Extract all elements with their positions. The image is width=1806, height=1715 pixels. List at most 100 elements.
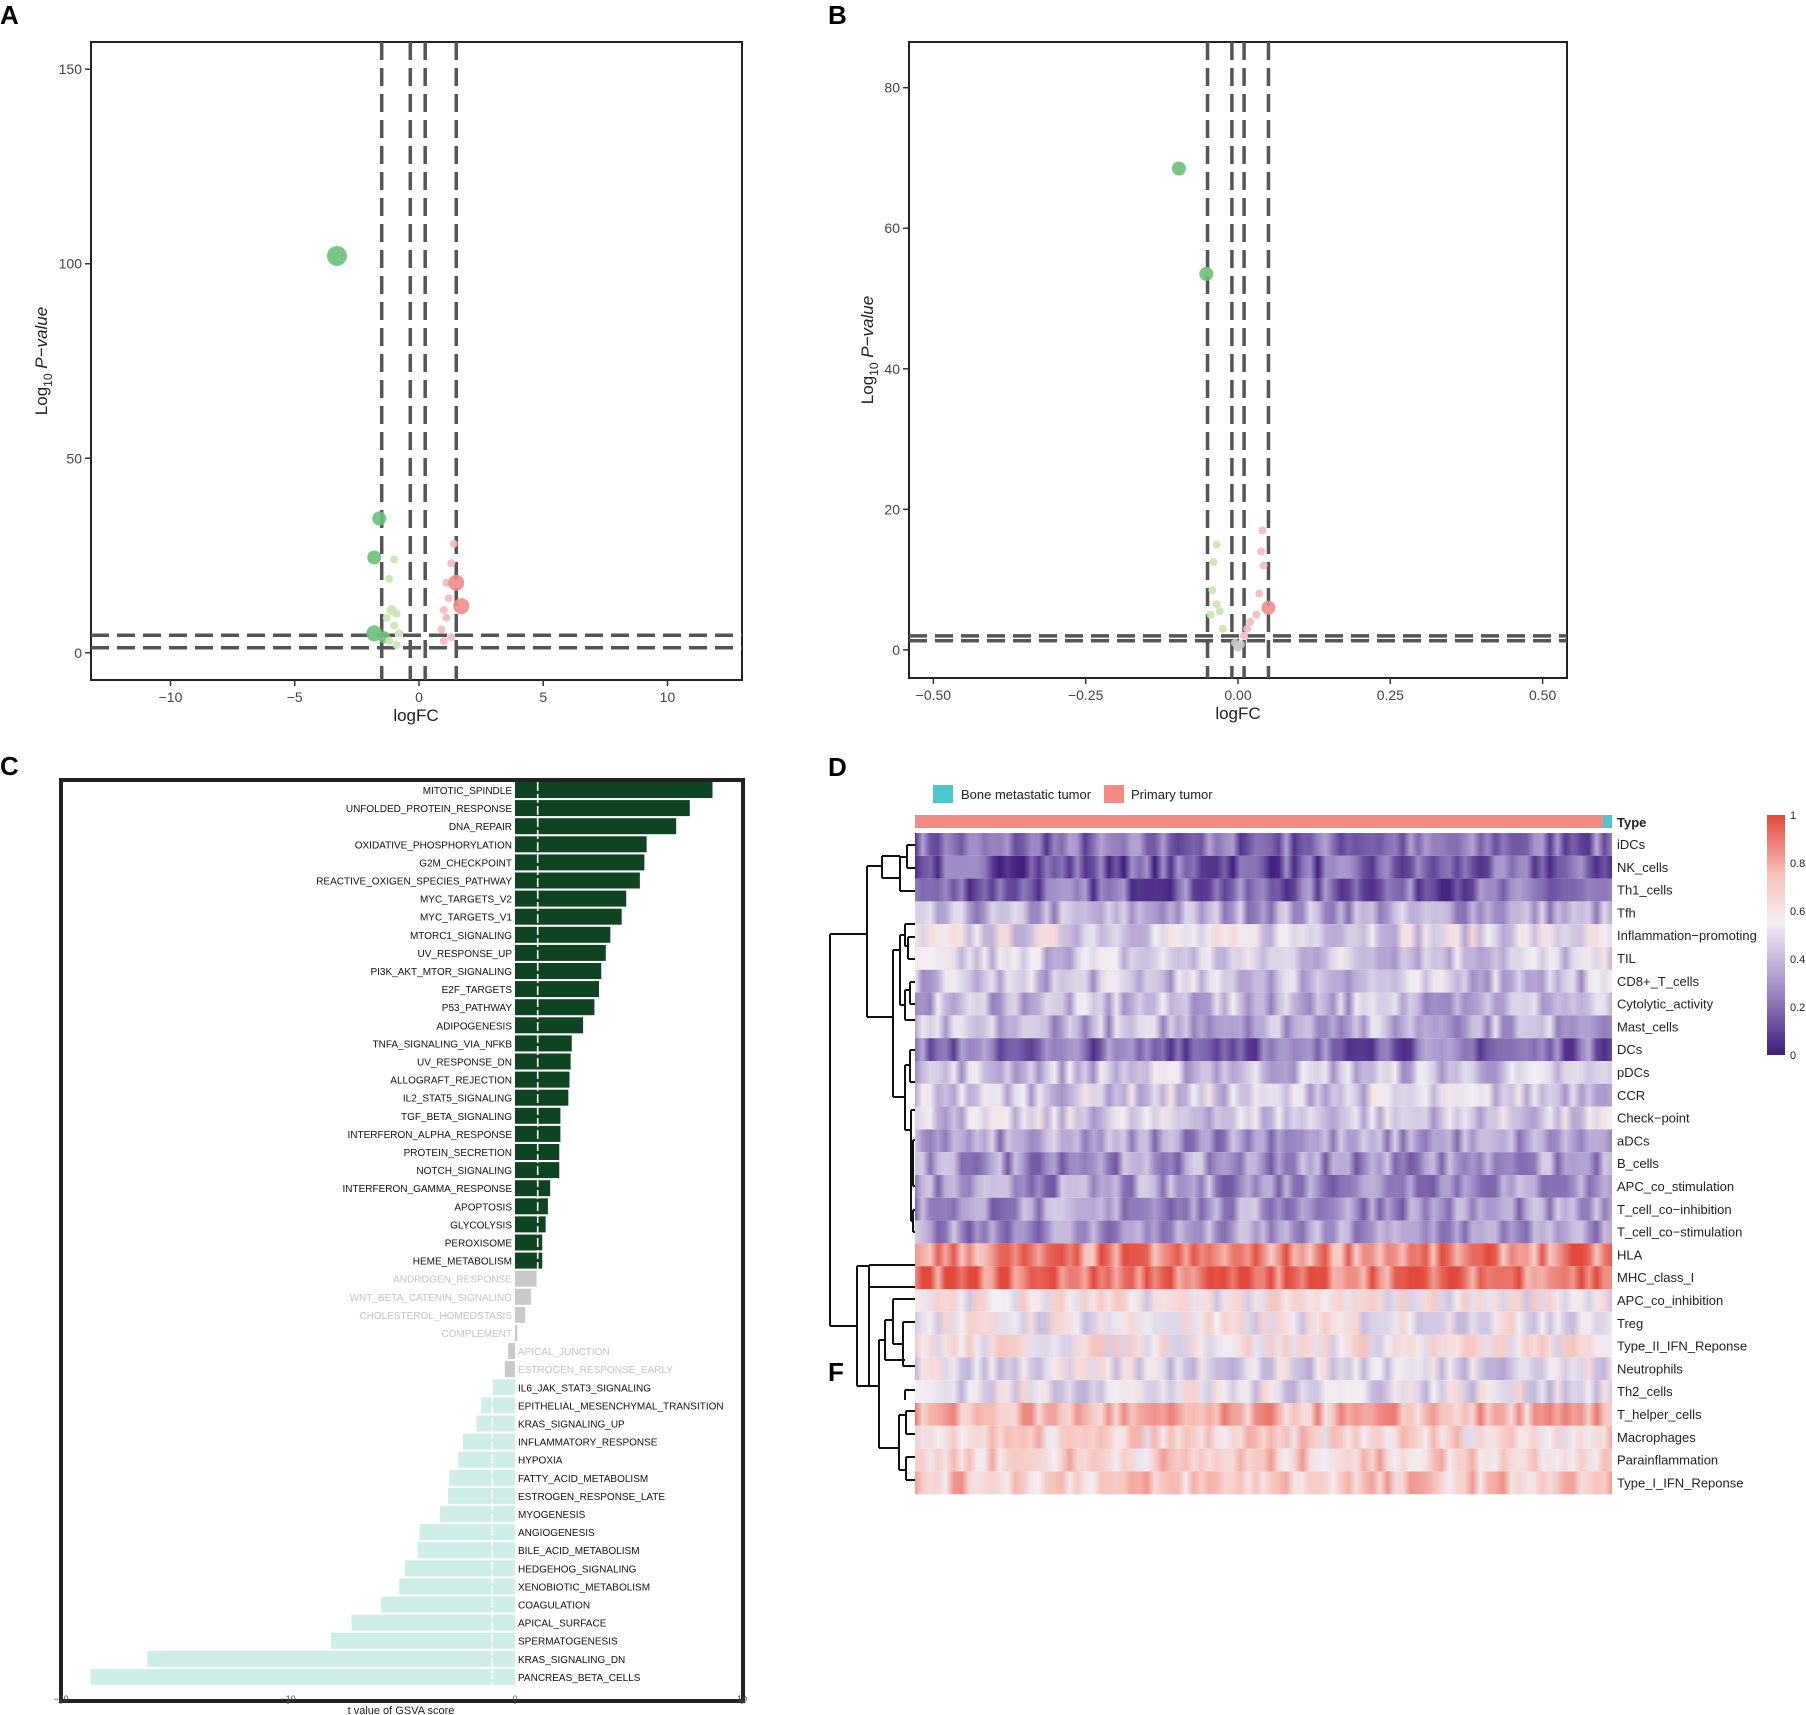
dendrogram-cluster-bottom-a	[868, 1264, 915, 1387]
bar-label: E2F_TARGETS	[442, 985, 513, 996]
scatter-point	[1240, 631, 1249, 640]
bar-label: MTORC1_SIGNALING	[410, 931, 512, 942]
heatmap-row	[915, 1266, 1612, 1289]
panel-label-f: F	[828, 1357, 844, 1387]
heatmap-row	[915, 1425, 1612, 1449]
bar-label: UV_RESPONSE_UP	[418, 949, 513, 960]
heatmap-row-label: pDCs	[1617, 1065, 1650, 1080]
heatmap-row	[915, 1448, 1612, 1472]
heatmap-row-label: T_cell_co−stimulation	[1617, 1225, 1742, 1240]
bar	[515, 1144, 560, 1160]
bar-label: COMPLEMENT	[441, 1329, 512, 1340]
scatter-point	[385, 574, 394, 583]
panel-label-c: C	[0, 751, 19, 781]
bar-label: MYOGENESIS	[518, 1510, 586, 1521]
heatmap-row	[915, 878, 1612, 902]
bar	[404, 1560, 515, 1577]
y-tick-label: 100	[59, 256, 83, 272]
colorbar-tick-label: 1	[1790, 810, 1796, 822]
bar-label: ADIPOGENESIS	[436, 1021, 512, 1032]
bar	[440, 1506, 515, 1522]
bar-label: APICAL_SURFACE	[518, 1619, 607, 1630]
scatter-point	[390, 555, 399, 564]
bar	[492, 1379, 515, 1396]
heatmap-row	[915, 1311, 1612, 1335]
bar	[515, 1035, 572, 1052]
type-annotation-bar-bone	[1603, 815, 1612, 828]
x-axis-label-b: logFC	[1215, 704, 1260, 723]
scatter-point	[1208, 586, 1217, 595]
heatmap-row-label: iDCs	[1617, 837, 1646, 852]
y-tick-label: 80	[884, 80, 900, 96]
colorbar-tick-label: 0.6	[1790, 906, 1805, 918]
x-tick-label: 10	[660, 689, 676, 705]
plot-frame-c	[59, 778, 745, 1703]
bar	[462, 1433, 515, 1450]
x-tick-label: 5	[539, 689, 547, 705]
bar	[449, 1469, 515, 1486]
scatter-point	[442, 613, 451, 622]
heatmap-row	[915, 924, 1612, 947]
y-tick-label: 0	[74, 645, 82, 661]
heatmap-row	[915, 1334, 1612, 1358]
bar	[90, 1668, 515, 1685]
heatmap-row-label: aDCs	[1617, 1133, 1650, 1148]
x-tick-label: −0.50	[916, 687, 952, 703]
bar-label: MITOTIC_SPINDLE	[423, 786, 513, 797]
scatter-point	[1206, 610, 1215, 619]
bar-label: WNT_BETA_CATENIN_SIGNALING	[350, 1293, 513, 1304]
scatter-point	[326, 245, 347, 266]
bar-label: KRAS_SIGNALING_DN	[518, 1655, 625, 1666]
bar-label: UV_RESPONSE_DN	[417, 1058, 512, 1069]
heatmap-row-label: Th1_cells	[1617, 883, 1673, 898]
heatmap-row-label: HLA	[1617, 1247, 1643, 1262]
heatmap-row-label: T_helper_cells	[1617, 1407, 1702, 1422]
bar-label: HEDGEHOG_SIGNALING	[518, 1564, 637, 1575]
bar	[515, 963, 602, 979]
x-tick-label: 0.25	[1377, 687, 1404, 703]
bar	[515, 1053, 571, 1070]
heatmap-row	[915, 1471, 1612, 1495]
x-tick-label: −10	[280, 1694, 295, 1704]
y-tick-label: 20	[884, 501, 900, 517]
bar	[399, 1578, 515, 1595]
heatmap-row-label: Parainflammation	[1617, 1453, 1718, 1468]
volcano-plot-b: −0.50 −0.25 0.00 0.25 0.50 0 20 40 60 80 logFC L…	[858, 41, 1568, 723]
bar-label: SPERMATOGENESIS	[518, 1637, 618, 1648]
x-tick-label: 0	[512, 1694, 517, 1704]
bar	[515, 872, 640, 889]
bar-label: EPITHELIAL_MESENCHYMAL_TRANSITION	[518, 1401, 724, 1412]
bar-label: ANGIOGENESIS	[518, 1528, 595, 1539]
bar	[480, 1397, 515, 1414]
x-tick-label: 10	[737, 1694, 747, 1704]
heatmap-row-label: B_cells	[1617, 1156, 1659, 1171]
scatter-point	[395, 629, 404, 638]
bar-label: REACTIVE_OXIGEN_SPECIES_PATHWAY	[316, 877, 512, 888]
heatmap-row-label: APC_co_inhibition	[1617, 1293, 1723, 1308]
type-annotation-bar-primary	[915, 815, 1603, 828]
bar	[515, 1252, 543, 1269]
bar-label: PANCREAS_BETA_CELLS	[518, 1673, 641, 1684]
bar	[515, 1325, 518, 1341]
bar-label: PEROXISOME	[445, 1239, 513, 1250]
bar	[515, 908, 622, 925]
heatmap-row	[915, 1129, 1612, 1153]
bar	[515, 1071, 570, 1088]
scatter-point	[444, 594, 453, 603]
bar	[476, 1415, 515, 1432]
bar	[448, 1487, 515, 1504]
heatmap-row-label: NK_cells	[1617, 860, 1669, 875]
heatmap-row	[915, 833, 1612, 856]
scatter-point	[1255, 589, 1264, 598]
heatmap-row-label: Treg	[1617, 1316, 1643, 1331]
bar	[515, 854, 645, 871]
scatter-point	[372, 511, 387, 526]
heatmap-row-label: Check−point	[1617, 1111, 1690, 1126]
bar	[351, 1614, 515, 1631]
bar-label: TNFA_SIGNALING_VIA_NFKB	[373, 1039, 513, 1050]
scatter-point	[1257, 547, 1266, 556]
panel-label-d: D	[828, 752, 847, 782]
legend-label-primary: Primary tumor	[1131, 787, 1213, 802]
panel-label-a: A	[0, 0, 19, 30]
